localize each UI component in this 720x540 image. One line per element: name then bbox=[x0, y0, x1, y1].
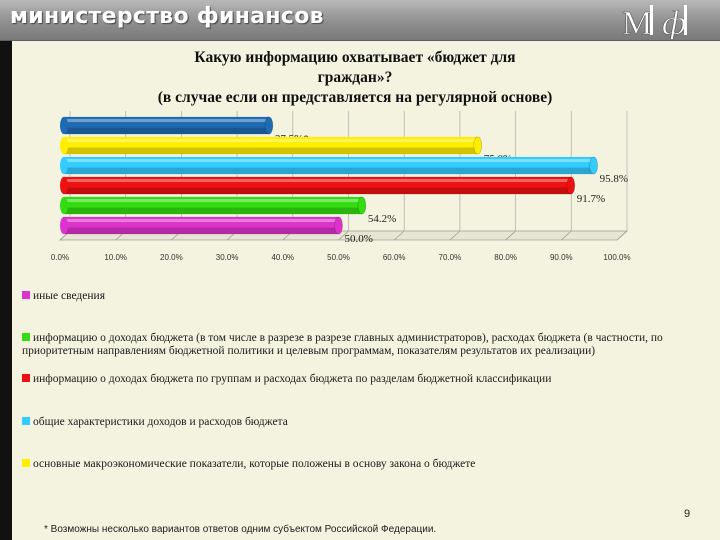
bar-end-cap bbox=[589, 156, 598, 175]
legend-item: информацию о доходах бюджета по группам … bbox=[22, 373, 702, 386]
bar-chart: 0.0% 10.0% 20.0% 30.0% 40.0% 50.0% 60.0% 70.0% 8… bbox=[51, 111, 631, 262]
bar-highlight bbox=[64, 138, 478, 143]
x-tick-label: 20.0% bbox=[160, 253, 183, 262]
bar-highlight bbox=[64, 198, 362, 203]
bar bbox=[60, 176, 576, 195]
chart-title-line: граждан»? bbox=[317, 69, 393, 86]
bar-body bbox=[64, 156, 594, 175]
bar-start-cap bbox=[60, 176, 68, 195]
x-tick-label: 40.0% bbox=[271, 253, 294, 262]
legend-item: общие характеристики доходов и расходов … bbox=[22, 416, 702, 429]
x-tick-label: 60.0% bbox=[383, 253, 406, 262]
bar-start-cap bbox=[60, 116, 68, 135]
bar-body bbox=[64, 116, 269, 135]
legend-label: информацию о доходах бюджета (в том числ… bbox=[22, 332, 663, 357]
bar-start-cap bbox=[60, 156, 68, 175]
svg-text:ф: ф bbox=[662, 5, 686, 39]
bar-end-cap bbox=[473, 136, 483, 155]
legend-swatch bbox=[22, 333, 30, 341]
bar-highlight bbox=[64, 158, 594, 163]
data-label: 50.0% bbox=[345, 233, 373, 245]
chart-title: Какую информацию охватывает «бюджет для … bbox=[90, 48, 620, 108]
legend-swatch bbox=[22, 417, 30, 425]
bar bbox=[60, 136, 483, 155]
legend-label: информацию о доходах бюджета по группам … bbox=[33, 373, 552, 385]
bar bbox=[60, 196, 367, 215]
data-label: 91.7% bbox=[577, 193, 605, 205]
data-label: 54.2% bbox=[368, 213, 396, 225]
bar-shade bbox=[64, 127, 269, 135]
legend-label: иные сведения bbox=[33, 290, 105, 302]
x-tick-label: 30.0% bbox=[216, 253, 239, 262]
gridline-depth bbox=[338, 230, 349, 241]
chart-title-line: (в случае если он представляется на регу… bbox=[157, 89, 553, 106]
legend-swatch bbox=[22, 459, 30, 467]
legend-swatch bbox=[22, 291, 30, 299]
x-tick-label: 0.0% bbox=[51, 253, 69, 262]
gridline-depth bbox=[616, 230, 628, 241]
bar-shade bbox=[64, 147, 478, 155]
bar-highlight bbox=[64, 178, 571, 183]
svg-text:М: М bbox=[622, 5, 652, 39]
bar-highlight bbox=[64, 218, 339, 223]
bar bbox=[60, 116, 274, 135]
x-tick-label: 100.0% bbox=[603, 253, 630, 262]
legend-swatch bbox=[22, 374, 30, 382]
x-tick-label: 50.0% bbox=[327, 253, 350, 262]
bar-shade bbox=[64, 207, 362, 215]
page-number: 9 bbox=[684, 508, 691, 520]
bar-body bbox=[64, 196, 362, 215]
bar bbox=[60, 216, 343, 235]
bar-body bbox=[64, 176, 571, 195]
x-tick-label: 80.0% bbox=[494, 253, 517, 262]
x-tick-label: 10.0% bbox=[104, 253, 127, 262]
bar-start-cap bbox=[60, 136, 68, 155]
gridline-depth bbox=[505, 230, 516, 241]
header-bar: министерство финансов М ф bbox=[0, 0, 720, 41]
ministry-logo: М ф bbox=[622, 5, 687, 39]
bar bbox=[60, 156, 598, 175]
bar-highlight bbox=[64, 118, 269, 123]
legend-label: основные макроэкономические показатели, … bbox=[33, 458, 476, 470]
bar-body bbox=[64, 136, 478, 155]
bar-start-cap bbox=[60, 216, 68, 235]
legend-label: общие характеристики доходов и расходов … bbox=[33, 416, 288, 428]
bar-end-cap bbox=[334, 216, 343, 235]
gridline-depth bbox=[561, 230, 572, 241]
bar-end-cap bbox=[566, 176, 576, 195]
bar-end-cap bbox=[264, 116, 274, 135]
bar-shade bbox=[64, 187, 571, 195]
legend-item: информацию о доходах бюджета (в том числ… bbox=[22, 332, 702, 358]
bar-shade bbox=[64, 227, 339, 235]
chart-title-line: Какую информацию охватывает «бюджет для bbox=[194, 49, 516, 66]
left-accent-bar bbox=[0, 41, 12, 540]
bar-shade bbox=[64, 167, 594, 175]
data-label: 95.8% bbox=[600, 173, 628, 185]
footnote: * Возможны несколько вариантов ответов о… bbox=[44, 524, 437, 535]
legend-item: основные макроэкономические показатели, … bbox=[22, 458, 702, 471]
bar-start-cap bbox=[60, 196, 68, 215]
bar-end-cap bbox=[357, 196, 367, 215]
gridline-depth bbox=[393, 230, 405, 241]
bar-body bbox=[64, 216, 339, 235]
legend-item: иные сведения bbox=[22, 290, 702, 303]
x-tick-label: 70.0% bbox=[439, 253, 462, 262]
ministry-title: министерство финансов bbox=[10, 4, 324, 29]
x-tick-label: 90.0% bbox=[550, 253, 573, 262]
gridline-depth bbox=[449, 230, 461, 241]
